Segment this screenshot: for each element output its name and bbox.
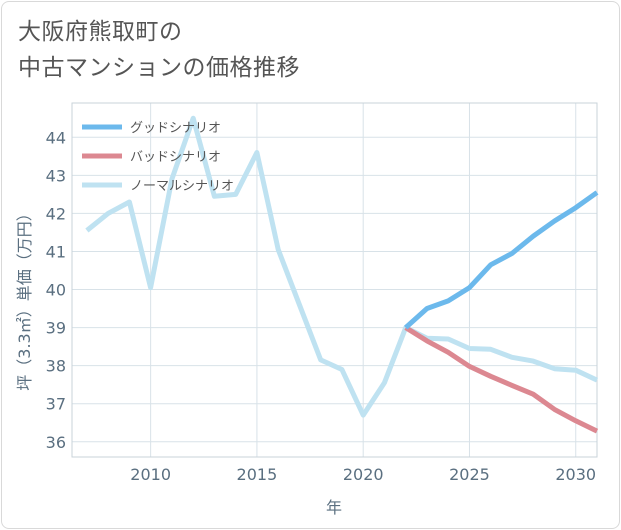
y-tick-label: 39	[46, 319, 66, 338]
y-tick-labels: 36 37 38 39 40 41 42 43 44	[46, 128, 66, 452]
chart-title-line2: 中古マンションの価格推移	[18, 55, 300, 81]
chart-title-line1: 大阪府熊取町の	[18, 19, 183, 45]
legend-label: グッドシナリオ	[130, 121, 221, 136]
y-tick-label: 40	[46, 281, 66, 300]
x-tick-label: 2020	[343, 465, 384, 484]
y-tick-label: 42	[46, 204, 66, 223]
x-tick-label: 2010	[130, 465, 171, 484]
series-layer	[85, 115, 599, 434]
x-axis-title: 年	[326, 498, 342, 517]
y-tick-label: 37	[46, 395, 66, 414]
x-tick-label: 2025	[449, 465, 490, 484]
legend-item-normal: ノーマルシナリオ	[82, 179, 234, 194]
y-tick-label: 36	[46, 433, 66, 452]
grid-lines	[72, 103, 597, 457]
plot-area-frame	[71, 102, 598, 458]
good-scenario-line	[404, 190, 599, 330]
normal-scenario-line	[85, 115, 599, 418]
legend-label: バッドシナリオ	[130, 150, 221, 165]
bad-scenario-line	[404, 325, 599, 434]
x-tick-labels: 2010 2015 2020 2025 2030	[130, 465, 596, 484]
y-tick-label: 41	[46, 242, 66, 261]
chart-title: 大阪府熊取町の 中古マンションの価格推移	[18, 14, 300, 86]
y-tick-label: 43	[46, 166, 66, 185]
legend-item-good: グッドシナリオ	[82, 121, 221, 136]
legend-label: ノーマルシナリオ	[130, 179, 234, 194]
y-tick-label: 44	[46, 128, 66, 147]
x-tick-label: 2015	[237, 465, 278, 484]
x-tick-label: 2030	[555, 465, 596, 484]
y-axis-title: 坪（3.3㎡）単価（万円）	[15, 205, 34, 390]
legend-item-bad: バッドシナリオ	[82, 150, 221, 165]
y-tick-label: 38	[46, 357, 66, 376]
